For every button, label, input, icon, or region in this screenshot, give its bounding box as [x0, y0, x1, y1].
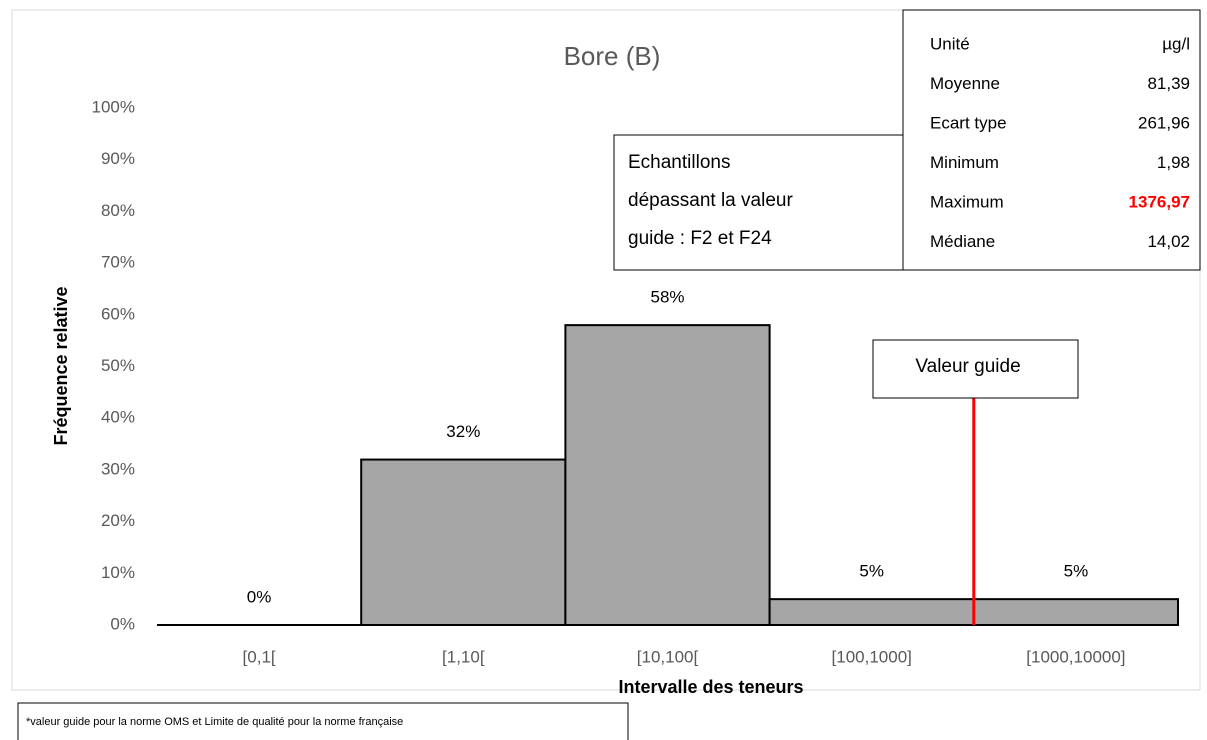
y-tick-label: 90%: [101, 149, 135, 168]
y-tick-label: 30%: [101, 459, 135, 478]
stats-label: Ecart type: [930, 113, 1007, 132]
value-label: 58%: [650, 288, 684, 307]
annotation-line: dépassant la valeur: [628, 190, 793, 211]
value-label: 5%: [859, 562, 884, 581]
stats-value: 81,39: [1147, 74, 1190, 93]
y-tick-label: 60%: [101, 304, 135, 323]
footnote: *valeur guide pour la norme OMS et Limit…: [26, 716, 403, 728]
guide-label-box: [872, 339, 1079, 399]
x-tick-label: [10,100[: [637, 647, 699, 666]
stats-label: Unité: [930, 34, 970, 53]
y-tick-label: 100%: [92, 97, 135, 116]
stats-box: [902, 9, 1201, 271]
value-label: 0%: [247, 587, 272, 606]
stats-value: 14,02: [1147, 232, 1190, 251]
stats-label: Médiane: [930, 232, 995, 251]
y-tick-label: 70%: [101, 253, 135, 272]
annotation-line: guide : F2 et F24: [628, 228, 772, 249]
y-tick-label: 40%: [101, 408, 135, 427]
annotation-box: [613, 134, 904, 271]
annotation-line: Echantillons: [628, 152, 730, 173]
y-axis-label: Fréquence relative: [51, 286, 71, 445]
value-label: 32%: [446, 422, 480, 441]
footnote-box: [17, 702, 629, 740]
x-tick-label: [0,1[: [243, 647, 276, 666]
bar: [972, 598, 1179, 627]
x-axis-label: Intervalle des teneurs: [618, 677, 803, 697]
stats-label: Minimum: [930, 153, 999, 172]
y-tick-label: 80%: [101, 201, 135, 220]
y-tick-label: 10%: [101, 563, 135, 582]
stats-value: 1376,97: [1129, 192, 1190, 211]
y-tick-label: 0%: [110, 614, 135, 633]
stats-label: Moyenne: [930, 74, 1000, 93]
x-tick-label: [100,1000]: [832, 647, 912, 666]
bar: [360, 458, 567, 626]
guide-label: Valeur guide: [915, 356, 1020, 377]
stats-label: Maximum: [930, 192, 1004, 211]
x-tick-label: [1,10[: [442, 647, 485, 666]
chart-title: Bore (B): [564, 41, 661, 71]
stats-value: 1,98: [1157, 153, 1190, 172]
stats-value: 261,96: [1138, 113, 1190, 132]
y-tick-label: 50%: [101, 356, 135, 375]
bar: [564, 324, 771, 626]
stats-value: µg/l: [1162, 34, 1190, 53]
bar: [768, 598, 975, 627]
value-label: 5%: [1064, 562, 1089, 581]
y-tick-label: 20%: [101, 511, 135, 530]
x-tick-label: [1000,10000]: [1026, 647, 1125, 666]
